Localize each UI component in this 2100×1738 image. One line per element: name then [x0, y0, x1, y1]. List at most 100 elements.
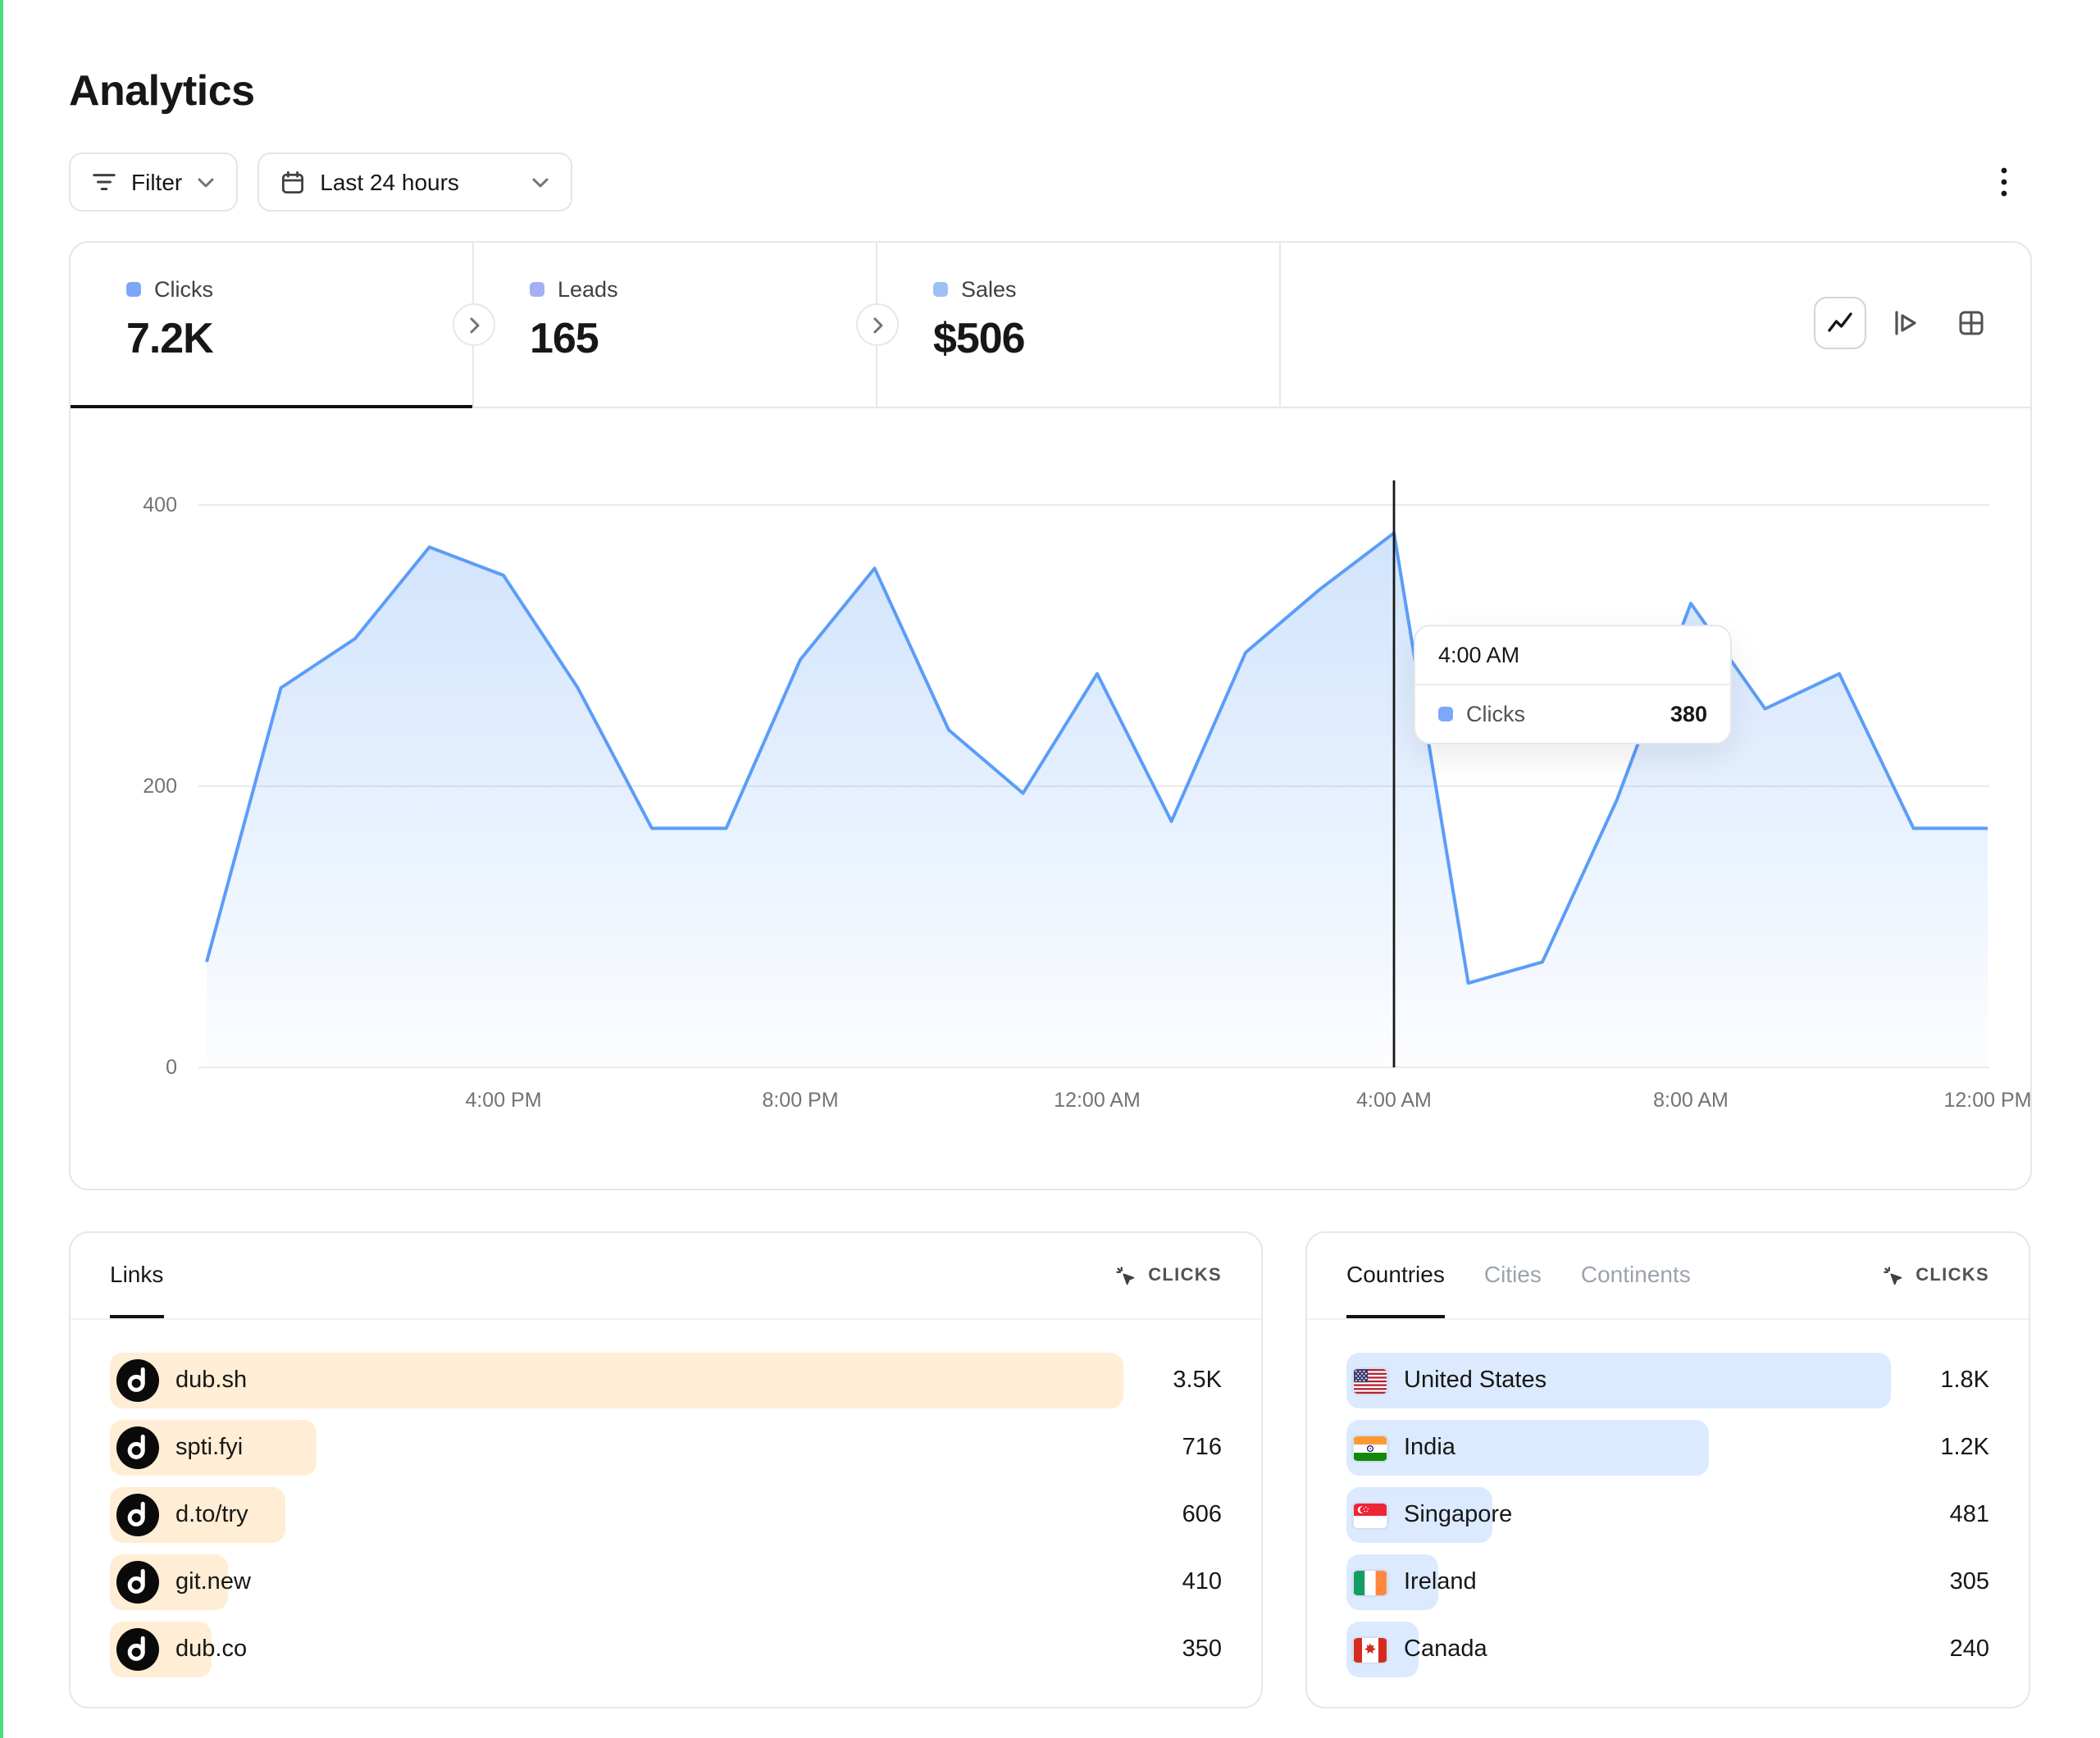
country-bar — [1346, 1353, 1891, 1408]
y-tick-label: 0 — [166, 1056, 177, 1079]
clicks-column-label: CLICKS — [1148, 1266, 1222, 1285]
link-bar-track: d.to/try — [110, 1487, 1123, 1543]
cursor-click-icon — [1115, 1265, 1137, 1286]
date-range-label: Last 24 hours — [320, 169, 459, 195]
tab-countries[interactable]: Countries — [1346, 1233, 1445, 1318]
country-label: United States — [1404, 1367, 1547, 1394]
country-row[interactable]: Ireland 305 — [1346, 1554, 1989, 1610]
stat-header: Clicks — [126, 277, 472, 302]
chevron-right-icon — [468, 316, 480, 334]
x-tick-label: 4:00 PM — [465, 1089, 541, 1112]
country-bar — [1346, 1420, 1710, 1476]
ie-flag-icon — [1353, 1570, 1387, 1595]
link-label: d.to/try — [175, 1502, 248, 1528]
clicks-line — [205, 531, 1988, 985]
country-bar-track: Singapore — [1346, 1487, 1891, 1543]
links-panel-tabs: Links — [110, 1233, 164, 1318]
link-clicks-value: 350 — [1182, 1636, 1222, 1663]
country-row[interactable]: India 1.2K — [1346, 1420, 1989, 1476]
x-tick-label: 12:00 AM — [1054, 1089, 1141, 1112]
country-row[interactable]: Singapore 481 — [1346, 1487, 1989, 1543]
calendar-icon — [280, 170, 305, 194]
countries-panel-header: Countries Cities Continents CLICKS — [1307, 1233, 2029, 1320]
line-chart-toggle-button[interactable] — [1813, 297, 1865, 349]
stat-value: $506 — [933, 313, 1026, 362]
country-label: India — [1404, 1435, 1455, 1461]
country-clicks-value: 1.2K — [1940, 1435, 1989, 1461]
stat-header: Leads — [530, 277, 876, 302]
stat-label: Sales — [961, 277, 1017, 302]
more-options-button[interactable] — [1975, 154, 2031, 210]
country-label: Singapore — [1404, 1502, 1513, 1528]
tooltip-time: 4:00 AM — [1415, 626, 1730, 685]
dub-logo-icon — [116, 1359, 159, 1402]
link-row[interactable]: git.new 410 — [110, 1554, 1222, 1610]
country-clicks-value: 1.8K — [1940, 1367, 1989, 1394]
filter-icon — [92, 171, 116, 193]
link-label: spti.fyi — [175, 1435, 244, 1461]
date-range-button[interactable]: Last 24 hours — [257, 152, 573, 212]
link-bar-track: dub.co — [110, 1622, 1123, 1677]
link-row[interactable]: spti.fyi 716 — [110, 1420, 1222, 1476]
funnel-chart-icon — [1890, 308, 1920, 338]
links-panel: Links CLICKS dub.sh 3.5K — [69, 1231, 1263, 1708]
chart-type-toggles — [1813, 297, 1997, 349]
toolbar: Filter Last 24 hours — [69, 152, 2031, 212]
link-row[interactable]: d.to/try 606 — [110, 1487, 1222, 1543]
country-bar-track: United States — [1346, 1353, 1891, 1408]
table-view-toggle-button[interactable] — [1944, 297, 1997, 349]
links-panel-header: Links CLICKS — [71, 1233, 1261, 1320]
link-label: dub.sh — [175, 1367, 248, 1394]
funnel-chart-toggle-button[interactable] — [1879, 297, 1931, 349]
link-bar-track: dub.sh — [110, 1353, 1123, 1408]
x-tick-label: 4:00 AM — [1356, 1089, 1432, 1112]
country-clicks-value: 481 — [1949, 1502, 1989, 1528]
filter-button[interactable]: Filter — [69, 152, 239, 212]
metric-color-token — [126, 282, 141, 297]
link-clicks-value: 716 — [1182, 1435, 1222, 1461]
clicks-color-token — [1438, 707, 1453, 721]
countries-rows: United States 1.8K India 1.2K Singapore … — [1307, 1320, 2029, 1707]
kebab-menu-icon — [2000, 167, 2007, 197]
chart-canvas: 0 200 400 4:00 PM 8:00 PM 12:00 AM 4:00 AM 8:00… — [143, 480, 2032, 1112]
tab-links[interactable]: Links — [110, 1233, 164, 1318]
metric-color-token — [933, 282, 948, 297]
link-row[interactable]: dub.sh 3.5K — [110, 1353, 1222, 1408]
stat-tab-leads[interactable]: Leads 165 — [474, 243, 877, 407]
clicks-column-label: CLICKS — [1916, 1266, 1989, 1285]
clicks-column-header[interactable]: CLICKS — [1115, 1265, 1222, 1286]
stat-value: 7.2K — [126, 313, 214, 362]
country-row[interactable]: United States 1.8K — [1346, 1353, 1989, 1408]
metric-divider-chevron-button[interactable] — [453, 303, 495, 346]
link-bar-track: git.new — [110, 1554, 1123, 1610]
link-bar — [110, 1353, 1123, 1408]
country-bar-track: Ireland — [1346, 1554, 1891, 1610]
country-label: Ireland — [1404, 1569, 1477, 1595]
country-clicks-value: 305 — [1949, 1569, 1989, 1595]
country-bar-track: Canada — [1346, 1622, 1891, 1677]
tab-continents[interactable]: Continents — [1581, 1233, 1691, 1318]
y-tick-label: 200 — [143, 775, 177, 798]
metric-divider-chevron-button[interactable] — [856, 303, 899, 346]
cursor-click-icon — [1883, 1265, 1904, 1286]
analytics-card: Clicks 7.2K Leads 165 Sales $506 — [69, 241, 2032, 1190]
clicks-area-chart[interactable]: 0 200 400 4:00 PM 8:00 PM 12:00 AM 4:00 AM 8:00… — [71, 408, 2032, 1189]
stat-label: Leads — [558, 277, 618, 302]
metrics-row: Clicks 7.2K Leads 165 Sales $506 — [71, 243, 2029, 408]
stat-tab-sales[interactable]: Sales $506 — [877, 243, 1281, 407]
link-label: git.new — [175, 1569, 251, 1595]
clicks-column-header[interactable]: CLICKS — [1883, 1265, 1989, 1286]
country-row[interactable]: Canada 240 — [1346, 1622, 1989, 1677]
x-tick-label: 12:00 PM — [1943, 1089, 2031, 1112]
stat-tab-clicks[interactable]: Clicks 7.2K — [71, 243, 474, 408]
metric-tabs: Clicks 7.2K Leads 165 Sales $506 — [71, 243, 1281, 408]
link-row[interactable]: dub.co 350 — [110, 1622, 1222, 1677]
link-label: dub.co — [175, 1636, 248, 1663]
link-clicks-value: 606 — [1182, 1502, 1222, 1528]
stat-label: Clicks — [154, 277, 213, 302]
dub-logo-icon — [116, 1494, 159, 1536]
dub-logo-icon — [116, 1561, 159, 1604]
tab-cities[interactable]: Cities — [1484, 1233, 1542, 1318]
